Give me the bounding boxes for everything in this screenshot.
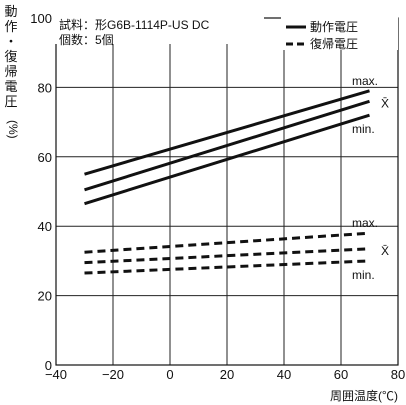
x-tick-label: −40 — [45, 367, 67, 382]
x-tick-label: 80 — [391, 367, 405, 382]
operate-min-line — [84, 113, 370, 206]
gridlines — [56, 18, 398, 365]
operate-mean-line — [84, 99, 370, 192]
y-axis-label-char: 圧 — [4, 94, 17, 109]
y-tick-label: 60 — [38, 150, 52, 165]
operate-mean-label: X̄ — [381, 96, 389, 110]
release-min-label: min. — [352, 268, 375, 282]
release-max-label: max. — [352, 216, 378, 230]
x-tick-label: 0 — [166, 367, 173, 382]
operate-max-label: max. — [352, 74, 378, 88]
release-max-line — [84, 231, 370, 254]
y-axis-label-char: 帰 — [4, 64, 17, 79]
info-line-count: 個数：5個 — [59, 32, 114, 47]
series-labels: max.X̄min.max.X̄min. — [352, 74, 389, 282]
series-lines — [84, 89, 370, 275]
y-axis-label-char: 動 — [4, 4, 17, 19]
x-tick-label: 40 — [277, 367, 291, 382]
y-axis-label-char: 電 — [4, 79, 17, 94]
y-tick-label: 100 — [30, 11, 52, 26]
x-axis-label: 周囲温度(℃) — [330, 388, 398, 403]
legend: 動作電圧 復帰電圧 — [281, 14, 398, 51]
y-tick-label: 20 — [38, 289, 52, 304]
info-box-background — [55, 14, 264, 44]
y-axis-label-char: ・ — [4, 34, 17, 49]
x-tick-label: 20 — [220, 367, 234, 382]
y-axis-label: 動作・復帰電圧 — [4, 4, 17, 109]
y-tick-label: 40 — [38, 219, 52, 234]
y-tick-label: 0 — [45, 358, 52, 373]
y-axis-label-char: 復 — [4, 49, 17, 64]
y-axis-label-char: 作 — [4, 19, 17, 34]
legend-label-release: 復帰電圧 — [310, 36, 358, 51]
x-tick-label: −20 — [102, 367, 124, 382]
y-tick-label: 80 — [38, 80, 52, 95]
x-tick-labels: −40 −20 0 20 40 60 80 — [45, 367, 405, 382]
sample-info-box: 試料：形G6B-1114P-US DC 個数：5個 — [55, 14, 264, 47]
release-min-line — [84, 259, 370, 275]
legend-label-operate: 動作電圧 — [310, 20, 358, 34]
info-line-sample: 試料：形G6B-1114P-US DC — [59, 17, 210, 32]
release-mean-line — [84, 247, 370, 265]
y-tick-labels: 0 20 40 60 80 100 — [30, 11, 52, 373]
y-axis-unit: (%) — [6, 120, 20, 139]
operate-min-label: min. — [352, 122, 375, 136]
release-mean-label: X̄ — [381, 244, 389, 258]
operate-max-line — [84, 89, 370, 176]
x-tick-label: 60 — [334, 367, 348, 382]
